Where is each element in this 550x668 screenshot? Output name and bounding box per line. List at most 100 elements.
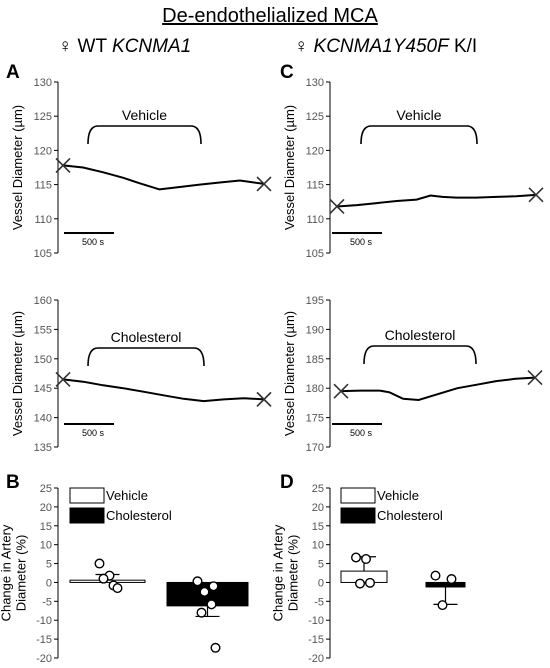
y-axis-label: Change in ArteryDiameter (%) [271, 524, 301, 621]
y-tick-label: 5 [318, 559, 324, 571]
endpoint-marker [256, 176, 272, 192]
y-tick-label: -15 [36, 634, 52, 646]
y-tick-label: 25 [312, 483, 324, 495]
treatment-bracket [87, 347, 205, 367]
y-tick-label: 115 [306, 180, 324, 192]
y-tick-label: 0 [46, 577, 52, 589]
y-axis-label: Vessel Diameter (µm) [282, 105, 297, 230]
y-tick-label: -20 [308, 653, 324, 665]
y-tick-label: 25 [40, 483, 52, 495]
diameter-trace [340, 376, 536, 402]
legend-swatch [340, 487, 376, 504]
y-tick-label: -10 [308, 615, 324, 627]
data-point [112, 583, 123, 594]
bar-panel-b: -20 -15 -10 -5 0 5 10 15 20 25 Change in ArteryDia… [0, 483, 249, 665]
diameter-trace [336, 193, 537, 208]
left-subtitle: ♀ WT KCNMA1 [58, 36, 191, 57]
trace-panel-c-top: 105 110 115 120 125 130 Vessel Diameter (µm) Ve… [282, 77, 544, 260]
endpoint-marker [55, 157, 71, 174]
y-tick-label: -5 [42, 596, 52, 608]
treatment-label: Vehicle [122, 107, 167, 123]
data-point [355, 578, 366, 589]
y-axis-label: Vessel Diameter (µm) [10, 105, 25, 230]
data-point [192, 576, 203, 587]
y-tick-label: 120 [306, 145, 324, 157]
y-tick-label: 5 [46, 559, 52, 571]
endpoint-marker [527, 370, 543, 386]
data-point [446, 574, 457, 585]
right-subtitle: ♀ KCNMA1Y450F K/I [294, 36, 477, 57]
legend-swatch [340, 507, 376, 524]
treatment-bracket [363, 345, 477, 365]
y-tick-label: 195 [306, 295, 324, 307]
bar-cholesterol [425, 581, 466, 588]
figure-title: De-endothelialized MCA [162, 5, 378, 27]
trace-panel-a-top: 105 110 115 120 125 130 Vessel Diameter (µm) Ve… [10, 77, 272, 260]
y-tick-label: 20 [40, 502, 52, 514]
data-point [98, 573, 109, 584]
y-tick-label: 180 [306, 383, 324, 395]
panel-letter-a: A [6, 62, 20, 83]
data-point [196, 607, 207, 618]
bar-panel-d: -20 -15 -10 -5 0 5 10 15 20 25 Change in ArteryDia… [271, 483, 466, 665]
y-tick-label: 190 [306, 324, 324, 336]
y-tick-label: 170 [306, 442, 324, 454]
data-point [361, 554, 372, 565]
y-tick-label: 145 [34, 383, 52, 395]
treatment-label: Vehicle [396, 107, 441, 123]
legend-swatch [69, 487, 105, 504]
y-tick-label: 175 [306, 413, 324, 425]
y-tick-label: 15 [40, 521, 52, 533]
y-tick-label: 155 [34, 324, 52, 336]
y-tick-label: 110 [34, 214, 52, 226]
legend-label: Vehicle [106, 488, 148, 503]
panel-letter-d: D [280, 472, 294, 493]
y-tick-label: 10 [40, 540, 52, 552]
y-tick-label: 130 [34, 77, 52, 89]
y-tick-label: 105 [34, 248, 52, 260]
y-tick-label: 150 [34, 354, 52, 366]
y-axis-label: Vessel Diameter (µm) [10, 311, 25, 436]
y-tick-label: -5 [314, 596, 324, 608]
y-tick-label: 120 [34, 145, 52, 157]
legend-label: Vehicle [377, 488, 419, 503]
trace-panel-a-bottom: 135 140 145 150 155 160 Vessel Diameter (µm) Ch… [10, 295, 272, 454]
y-axis-label: Vessel Diameter (µm) [282, 311, 297, 436]
y-tick-label: 105 [306, 248, 324, 260]
y-axis-label: Change in ArteryDiameter (%) [0, 524, 29, 621]
endpoint-marker [528, 187, 544, 203]
trace-panel-c-bottom: 170 175 180 185 190 195 Vessel Diameter (µm) Ch… [282, 295, 543, 454]
data-point [199, 586, 210, 597]
panel-letter-c: C [280, 62, 294, 83]
data-point [94, 558, 105, 569]
data-point [365, 577, 376, 588]
endpoint-marker [329, 198, 345, 215]
scale-bar-label: 500 s [350, 428, 373, 438]
y-tick-label: 135 [34, 442, 52, 454]
treatment-bracket [87, 125, 202, 145]
y-tick-label: 15 [312, 521, 324, 533]
data-point [430, 570, 441, 581]
endpoint-marker [55, 371, 71, 387]
endpoint-marker [256, 391, 272, 407]
data-point [437, 600, 448, 611]
y-tick-label: 20 [312, 502, 324, 514]
y-tick-label: 10 [312, 540, 324, 552]
data-point [206, 599, 217, 610]
treatment-label: Cholesterol [111, 329, 182, 345]
panel-letter-b: B [6, 472, 20, 493]
legend-label: Cholesterol [377, 508, 443, 523]
endpoint-marker [333, 383, 349, 399]
y-tick-label: 110 [306, 214, 324, 226]
data-point [208, 581, 219, 592]
y-tick-label: 0 [318, 577, 324, 589]
y-tick-label: 140 [34, 413, 52, 425]
scale-bar-label: 500 s [82, 237, 105, 247]
y-tick-label: 160 [34, 295, 52, 307]
scale-bar-label: 500 s [82, 428, 105, 438]
y-tick-label: 125 [34, 111, 52, 123]
diameter-trace [62, 378, 265, 403]
scale-bar-label: 500 s [350, 237, 373, 247]
y-tick-label: -15 [308, 634, 324, 646]
